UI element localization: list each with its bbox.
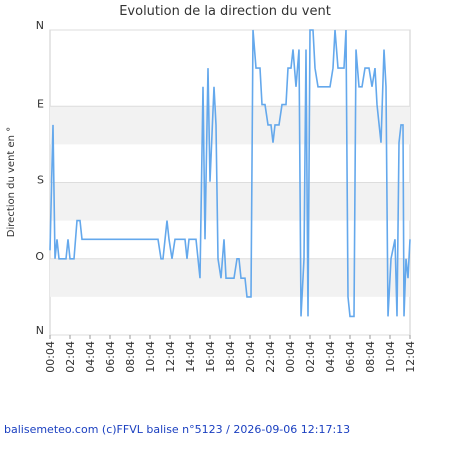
x-tick-label: 02:04 — [304, 341, 317, 373]
grid-band — [50, 182, 410, 221]
grid-band — [50, 106, 410, 145]
y-tick-label: N — [36, 19, 44, 32]
x-tick-label: 12:04 — [404, 341, 417, 373]
x-tick-label: 06:04 — [344, 341, 357, 373]
y-tick-label: E — [37, 97, 44, 110]
y-tick-label: O — [35, 250, 44, 263]
x-tick-label: 22:04 — [264, 341, 277, 373]
x-tick-label: 16:04 — [204, 341, 217, 373]
x-tick-label: 00:04 — [44, 341, 57, 373]
x-tick-label: 04:04 — [324, 341, 337, 373]
y-tick-label: N — [36, 324, 44, 337]
data-line — [49, 29, 411, 318]
x-tick-label: 06:04 — [104, 341, 117, 373]
chart-title: Evolution de la direction du vent — [119, 4, 331, 19]
x-tick-label: 10:04 — [384, 341, 397, 373]
y-tick-label: S — [37, 174, 44, 187]
x-tick-label: 20:04 — [244, 341, 257, 373]
x-tick-label: 08:04 — [364, 341, 377, 373]
y-axis-label: Direction du vent en ° — [6, 127, 17, 237]
x-tick-label: 18:04 — [224, 341, 237, 373]
x-tick-label: 14:04 — [184, 341, 197, 373]
x-tick-label: 02:04 — [64, 341, 77, 373]
x-tick-label: 04:04 — [84, 341, 97, 373]
x-tick-label: 10:04 — [144, 341, 157, 373]
footer: balisemeteo.com (c)FFVL balise n°5123 / … — [4, 423, 350, 436]
x-tick-label: 08:04 — [124, 341, 137, 373]
x-tick-label: 12:04 — [164, 341, 177, 373]
x-tick-label: 00:04 — [284, 341, 297, 373]
